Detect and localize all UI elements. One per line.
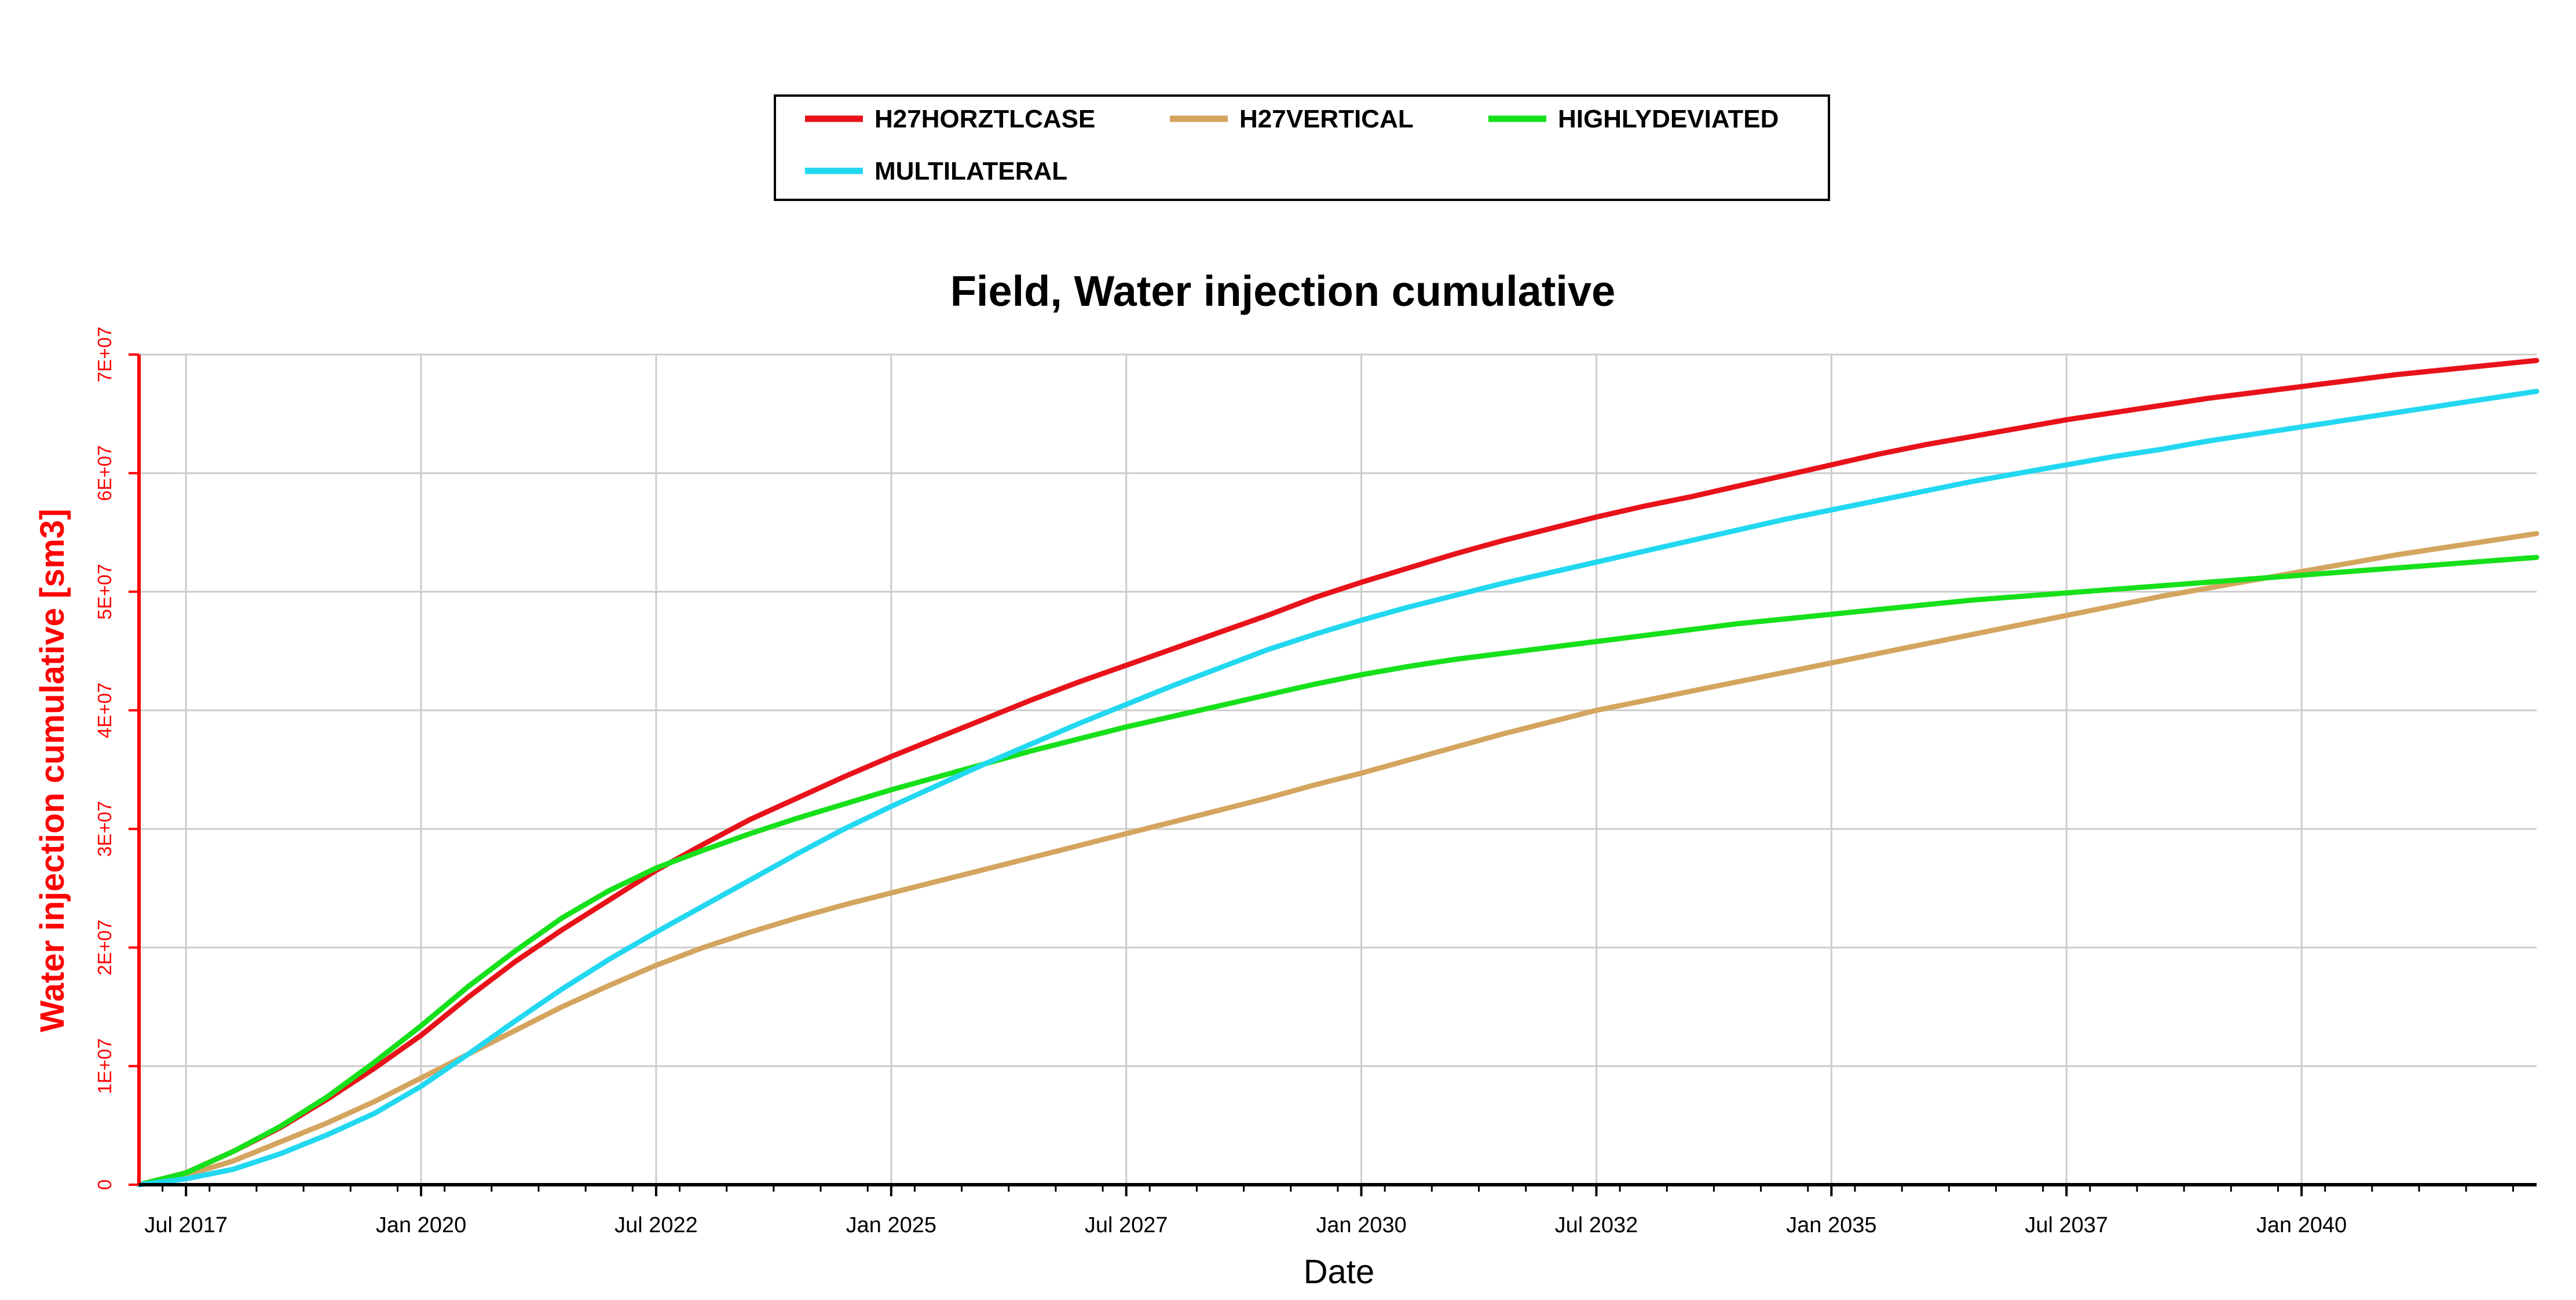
y-tick-label: 0 xyxy=(94,1180,115,1190)
y-tick-label: 1E+07 xyxy=(94,1038,115,1094)
series-line-highlydeviated xyxy=(136,554,2540,1188)
x-tick-label: Jul 2032 xyxy=(1555,1213,1638,1237)
legend-label-h27horztlcase: H27HORZTLCASE xyxy=(874,105,1095,133)
x-tick-label: Jan 2040 xyxy=(2256,1213,2347,1237)
y-tick-label: 5E+07 xyxy=(94,564,115,619)
x-tick-label: Jul 2037 xyxy=(2025,1213,2108,1237)
x-tick-label: Jan 2030 xyxy=(1316,1213,1406,1237)
x-axis-label: Date xyxy=(1304,1253,1375,1291)
series-line-h27vertical xyxy=(136,531,2540,1188)
x-tick-label: Jan 2035 xyxy=(1786,1213,1876,1237)
chart-title: Field, Water injection cumulative xyxy=(950,267,1616,315)
series-lines xyxy=(136,357,2540,1188)
y-tick-label: 4E+07 xyxy=(94,682,115,738)
legend-label-h27vertical: H27VERTICAL xyxy=(1239,105,1414,133)
legend-frame xyxy=(774,94,1830,201)
x-tick-label: Jul 2027 xyxy=(1085,1213,1168,1237)
x-ticks: Jul 2017 Jan 2020 Jul 2022 Jan 2025 Jul 2027… xyxy=(144,1185,2514,1237)
x-tick-label: Jul 2017 xyxy=(144,1213,228,1237)
legend-label-highlydeviated: HIGHLYDEVIATED xyxy=(1558,105,1779,133)
x-tick-label: Jan 2025 xyxy=(846,1213,936,1237)
y-tick-label: 3E+07 xyxy=(94,801,115,857)
y-tick-label: 7E+07 xyxy=(94,327,115,382)
legend: H27HORZTLCASE H27VERTICAL HIGHLYDEVIATED… xyxy=(774,94,1830,201)
y-tick-label: 6E+07 xyxy=(94,445,115,501)
series-line-multilateral xyxy=(136,389,2540,1188)
y-ticks: 0 1E+07 2E+07 3E+07 4E+07 5E+07 6E+07 7E+07 xyxy=(94,327,139,1190)
series-line-h27horztlcase xyxy=(136,357,2540,1188)
y-tick-label: 2E+07 xyxy=(94,919,115,975)
x-tick-label: Jan 2020 xyxy=(376,1213,466,1237)
y-axis-label: Water injection cumulative [sm3] xyxy=(34,509,71,1032)
x-tick-label: Jul 2022 xyxy=(614,1213,698,1237)
legend-label-multilateral: MULTILATERAL xyxy=(874,157,1067,185)
